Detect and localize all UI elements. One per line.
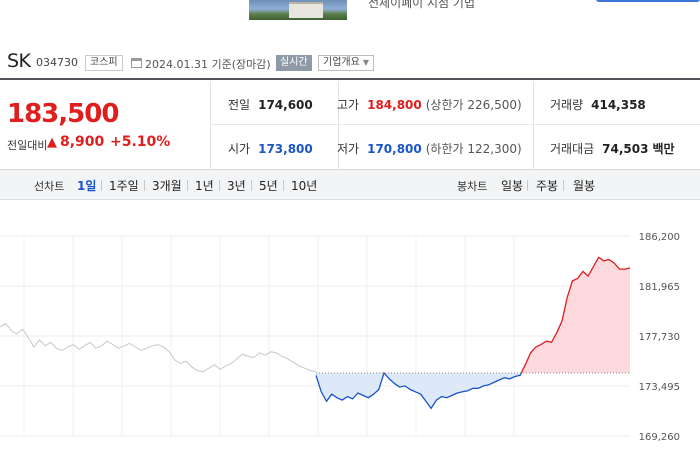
divider [563,180,564,191]
ad-thumbnail-image[interactable] [249,0,347,20]
y-axis-labels: 186,200 181,965 177,730 173,495 169,260 [639,232,680,443]
volume-label: 거래량 [550,98,584,112]
divider [251,180,252,191]
y-tick-label: 177,730 [639,332,680,343]
price-date: 2024.01.31 기준(장마감) [145,58,271,71]
divider [219,180,220,191]
stock-header: SK 034730 코스피 2024.01.31 기준(장마감) 실시간 기업개… [0,44,700,80]
change-label: 전일대비 [7,139,48,152]
y-tick-label: 173,495 [639,382,680,393]
amount-label: 거래대금 [550,142,595,156]
ad-banner[interactable]: 전체이폐이 시점 기법 [0,0,700,26]
price-summary: 183,500 전일대비 ▲ 8,900 +5.10% 전일 174,600 고가… [0,82,700,170]
prev-close-value: 174,600 [258,98,313,112]
chevron-down-icon: ▼ [362,58,369,67]
amount-cell: 거래대금 74,503 백만 [550,140,675,157]
intraday-price-chart[interactable]: 186,200 181,965 177,730 173,495 169,260 [0,204,700,450]
tab-1y[interactable]: 1년 [195,179,214,193]
candle-chart-title: 봉차트 [457,180,488,193]
tab-daily-candle[interactable]: 일봉 [501,179,524,193]
tab-3y[interactable]: 3년 [227,179,246,193]
low-cell: 저가 170,800 (하한가 122,300) [337,140,522,157]
realtime-badge[interactable]: 실시간 [276,55,312,71]
high-value: 184,800 [367,98,422,112]
tab-1d[interactable]: 1일 [77,179,97,193]
tab-3m[interactable]: 3개월 [152,179,182,193]
low-label: 저가 [337,142,360,156]
line-chart-title: 선차트 [34,180,65,193]
chart-grid [0,235,630,437]
divider [210,82,211,170]
divider [338,82,339,170]
prev-close-label: 전일 [228,98,251,112]
low-value: 170,800 [367,142,422,156]
chart-tabs: 선차트 1일 1주일 3개월 1년 3년 5년 10년 봉차트 일봉 주봉 월봉 [0,170,700,200]
open-value: 173,800 [258,142,313,156]
divider [187,180,188,191]
amount-unit: 백만 [652,142,675,156]
up-triangle-icon: ▲ [47,135,57,150]
tab-5y[interactable]: 5년 [259,179,278,193]
divider [144,180,145,191]
current-price: 183,500 [7,99,119,129]
open-cell: 시가 173,800 [228,140,313,157]
divider [101,180,102,191]
open-label: 시가 [228,142,251,156]
divider [527,180,528,191]
previous-day-line [0,322,317,373]
divider [283,180,284,191]
change-percent: +5.10% [110,134,171,150]
prev-close-cell: 전일 174,600 [228,96,313,113]
today-fill-area [316,257,630,409]
tab-monthly-candle[interactable]: 월봉 [573,179,596,193]
company-info-label: 기업개요 [323,57,360,68]
company-info-dropdown[interactable]: 기업개요 ▼ [318,55,374,71]
calendar-icon [131,58,142,68]
lower-limit: (하한가 122,300) [425,142,522,156]
divider [210,124,700,125]
tab-weekly-candle[interactable]: 주봉 [536,179,559,193]
y-tick-label: 169,260 [639,432,680,443]
today-price-line [315,256,631,410]
high-cell: 고가 184,800 (상한가 226,500) [337,96,522,113]
market-badge: 코스피 [85,55,123,71]
amount-value: 74,503 [602,142,649,156]
tab-1w[interactable]: 1주일 [109,179,139,193]
tab-10y[interactable]: 10년 [291,179,318,193]
high-label: 고가 [337,98,360,112]
change-value: 8,900 [60,134,105,150]
volume-value: 414,358 [591,98,646,112]
ad-button[interactable] [596,0,700,2]
ad-text[interactable]: 전체이폐이 시점 기법 [368,0,475,10]
stock-code: 034730 [36,56,78,69]
company-name: SK [7,50,31,72]
volume-cell: 거래량 414,358 [550,96,646,113]
y-tick-label: 181,965 [639,282,680,293]
y-tick-label: 186,200 [639,232,680,243]
upper-limit: (상한가 226,500) [425,98,522,112]
divider [533,82,534,170]
